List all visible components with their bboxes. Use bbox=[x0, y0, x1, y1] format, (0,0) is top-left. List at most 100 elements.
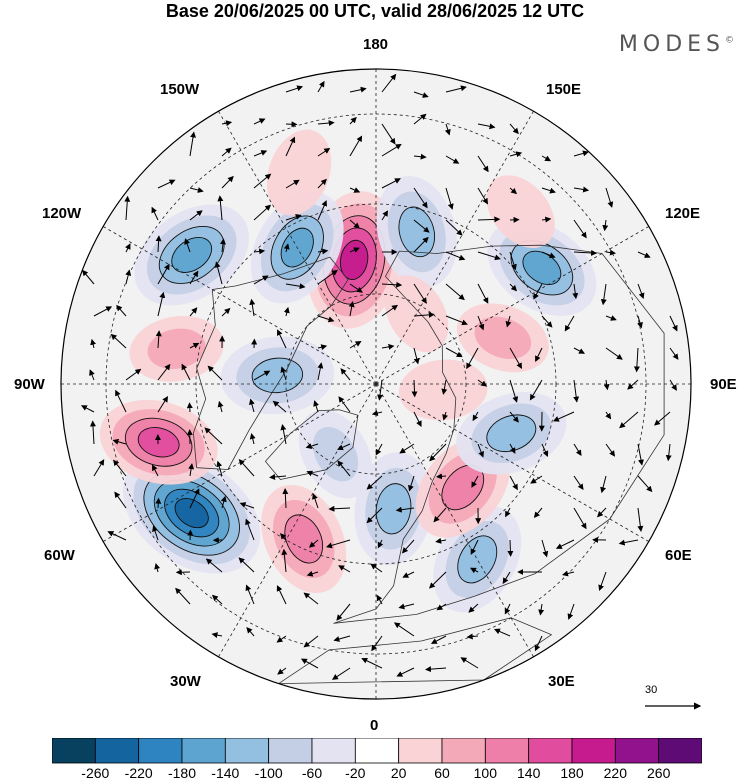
colorbar-tick-label: 140 bbox=[517, 765, 541, 781]
wind-arrow bbox=[471, 475, 479, 488]
wind-arrow bbox=[249, 298, 256, 317]
wind-arrow bbox=[573, 186, 590, 193]
wind-arrow bbox=[186, 402, 193, 413]
wind-arrow bbox=[211, 632, 223, 639]
wind-arrow bbox=[189, 270, 199, 285]
wind-arrow bbox=[509, 347, 522, 369]
wind-arrow bbox=[220, 495, 227, 509]
wind-arrow bbox=[600, 475, 607, 494]
wind-arrow bbox=[572, 283, 579, 300]
lon-label-60w: 60W bbox=[44, 547, 75, 564]
wind-arrow bbox=[281, 548, 288, 573]
meridian-line bbox=[375, 383, 534, 657]
wind-arrow bbox=[477, 187, 489, 205]
wind-arrow bbox=[283, 243, 290, 253]
wind-arrow bbox=[541, 187, 556, 194]
wind-arrow bbox=[399, 443, 415, 454]
wind-arrow bbox=[349, 283, 363, 293]
wind-arrow bbox=[349, 116, 357, 125]
wind-arrow bbox=[381, 73, 397, 93]
wind-arrow bbox=[637, 507, 644, 532]
wind-arrow bbox=[336, 603, 351, 621]
wind-arrow bbox=[125, 243, 131, 253]
wind-arrow bbox=[381, 143, 402, 157]
wind-arrow bbox=[573, 379, 580, 403]
anomaly-cell bbox=[99, 399, 218, 485]
wind-arrow bbox=[115, 389, 127, 413]
wind-arrow bbox=[507, 539, 514, 557]
wind-arrow bbox=[445, 219, 463, 236]
wind-arrow bbox=[189, 187, 204, 193]
wind-arrow bbox=[175, 587, 191, 605]
wind-arrow bbox=[441, 379, 448, 395]
wind-arrow bbox=[277, 329, 287, 349]
anomaly-field bbox=[99, 129, 597, 613]
wind-arrow bbox=[541, 155, 552, 162]
wind-arrow bbox=[188, 463, 195, 477]
wind-arrow bbox=[477, 123, 496, 130]
wind-arrow bbox=[665, 443, 672, 462]
wind-arrow bbox=[509, 475, 518, 491]
wind-arrow bbox=[349, 340, 362, 349]
wind-arrow bbox=[245, 518, 255, 541]
lon-label-180: 180 bbox=[363, 36, 389, 53]
meridian-line bbox=[218, 383, 377, 657]
wind-arrow bbox=[276, 585, 287, 605]
wind-arrow bbox=[413, 347, 420, 365]
lon-label-150w: 150W bbox=[160, 81, 200, 98]
wind-arrow bbox=[477, 443, 484, 458]
wind-arrow bbox=[541, 216, 552, 223]
wind-arrow bbox=[605, 187, 614, 208]
wind-arrow bbox=[477, 315, 485, 331]
wind-arrow bbox=[535, 347, 543, 362]
wind-arrow bbox=[442, 411, 449, 421]
coastline bbox=[333, 244, 665, 624]
wind-arrow bbox=[338, 565, 351, 573]
wind-arrow bbox=[445, 251, 466, 261]
wind-arrow bbox=[125, 269, 132, 285]
wind-arrow bbox=[157, 396, 169, 413]
wind-arrow bbox=[509, 251, 517, 271]
meridian-line bbox=[375, 383, 649, 542]
wind-arrow bbox=[366, 507, 383, 524]
wind-arrow bbox=[285, 121, 298, 128]
colorbar-tick-label: -140 bbox=[211, 765, 240, 781]
wind-arrow bbox=[633, 347, 640, 373]
wind-arrow bbox=[425, 666, 447, 673]
colorbar-swatch bbox=[398, 738, 443, 764]
wind-arrow bbox=[597, 507, 607, 518]
modes-logo: MODES© bbox=[619, 32, 734, 57]
wind-arrow bbox=[285, 136, 296, 157]
wind-arrow bbox=[370, 563, 383, 573]
lon-label-90e: 90E bbox=[710, 376, 737, 393]
meridian-line bbox=[375, 111, 534, 385]
wind-arrow bbox=[181, 363, 191, 381]
colorbar-tick-label: 20 bbox=[390, 765, 407, 781]
wind-arrow bbox=[430, 635, 447, 644]
wind-arrow bbox=[413, 411, 422, 427]
wind-arrow bbox=[317, 178, 327, 189]
wind-arrow bbox=[238, 459, 255, 477]
wind-arrow bbox=[238, 557, 255, 573]
wind-arrow bbox=[413, 113, 427, 125]
wind-arrow bbox=[317, 200, 327, 221]
wind-arrow bbox=[155, 330, 162, 349]
wind-arrow bbox=[477, 379, 488, 387]
reference-vector-label: 30 bbox=[645, 684, 658, 696]
wind-arrow bbox=[509, 283, 518, 292]
colorbar-swatch bbox=[354, 738, 400, 764]
wind-arrow bbox=[428, 571, 447, 589]
wind-arrow bbox=[393, 622, 415, 637]
wind-arrow bbox=[573, 475, 584, 491]
meridian-line bbox=[375, 226, 649, 385]
wind-arrow bbox=[435, 537, 447, 544]
wind-arrow bbox=[282, 488, 289, 509]
wind-arrow bbox=[436, 603, 447, 611]
map-border bbox=[60, 68, 692, 700]
wind-arrow bbox=[317, 80, 325, 93]
wind-arrow bbox=[619, 411, 639, 429]
wind-arrow bbox=[669, 379, 677, 391]
wind-arrow bbox=[627, 379, 639, 390]
lon-label-30e: 30E bbox=[548, 673, 575, 690]
